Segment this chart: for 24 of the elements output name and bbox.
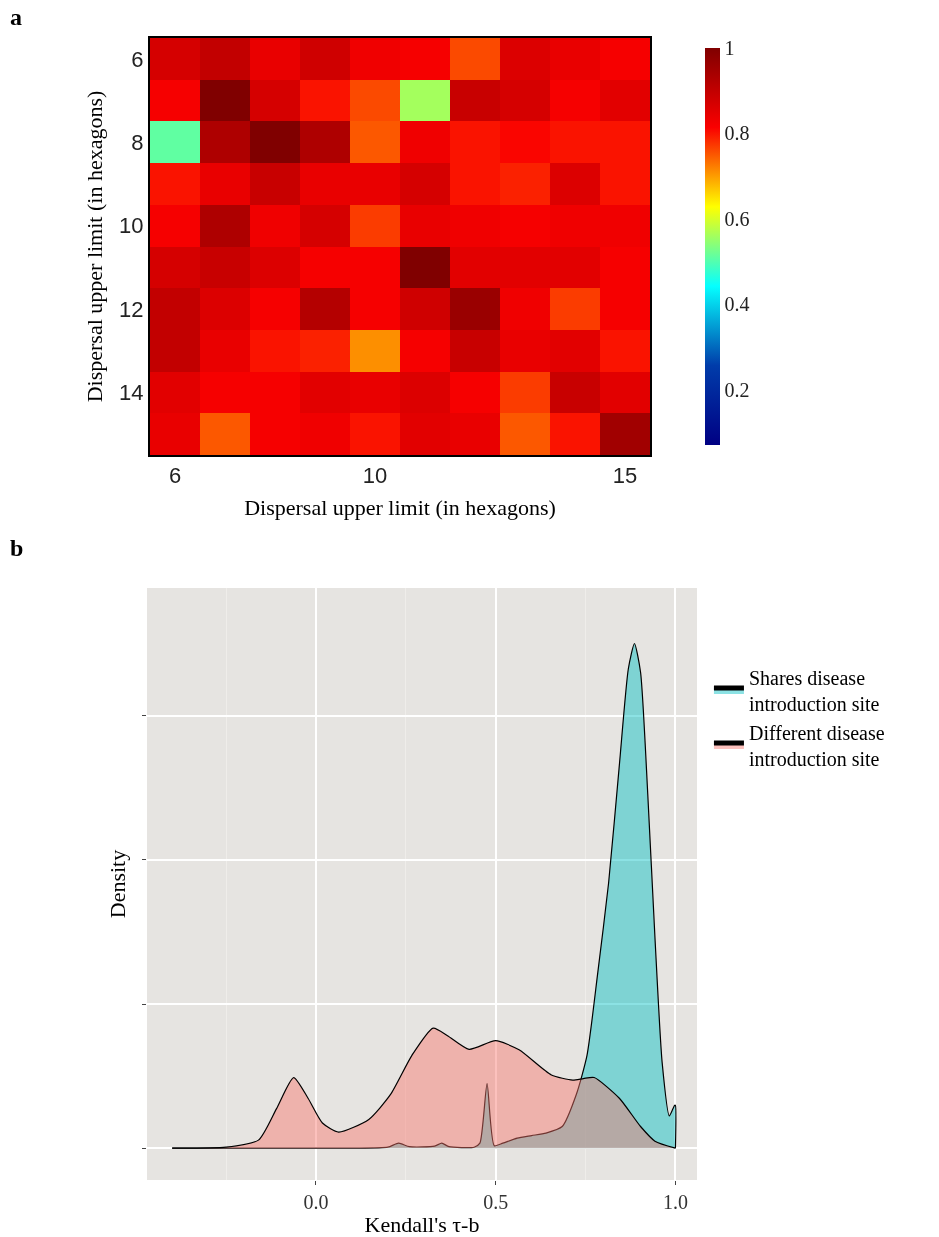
x-tick-label: 10: [362, 463, 388, 489]
y-tick-label: 10: [119, 213, 144, 239]
x-tick-label: 1.0: [662, 1191, 688, 1213]
y-tick-label: 12: [119, 296, 144, 322]
y-tick-label: 14: [119, 380, 144, 406]
x-tick-label: 6: [168, 463, 182, 489]
color-bar-label: 0.6: [724, 207, 750, 230]
y-axis-title: Density: [104, 849, 130, 919]
color-bar-label: 0.2: [724, 378, 750, 401]
x-axis-title: Dispersal upper limit (in hexagons): [244, 494, 556, 520]
chart-title: a: [10, 4, 22, 30]
y-axis-title: Dispersal upper limit (in hexagons): [82, 90, 108, 403]
chart-title: b: [10, 535, 24, 561]
x-axis-title: Kendall's τ-b: [364, 1212, 480, 1237]
y-tick-label: 8: [131, 129, 144, 155]
x-tick-label: 0.0: [303, 1191, 329, 1213]
color-bar-label: 0.8: [724, 122, 750, 145]
legend-label: Shares disease introduction site: [748, 666, 880, 715]
legend-label: Different disease introduction site: [748, 721, 885, 770]
y-tick-label: 6: [131, 46, 144, 72]
x-tick-label: 0.5: [483, 1191, 509, 1213]
color-bar-label: 1: [724, 37, 735, 59]
x-tick-label: 15: [612, 463, 638, 489]
color-bar-label: 0.4: [724, 293, 750, 316]
